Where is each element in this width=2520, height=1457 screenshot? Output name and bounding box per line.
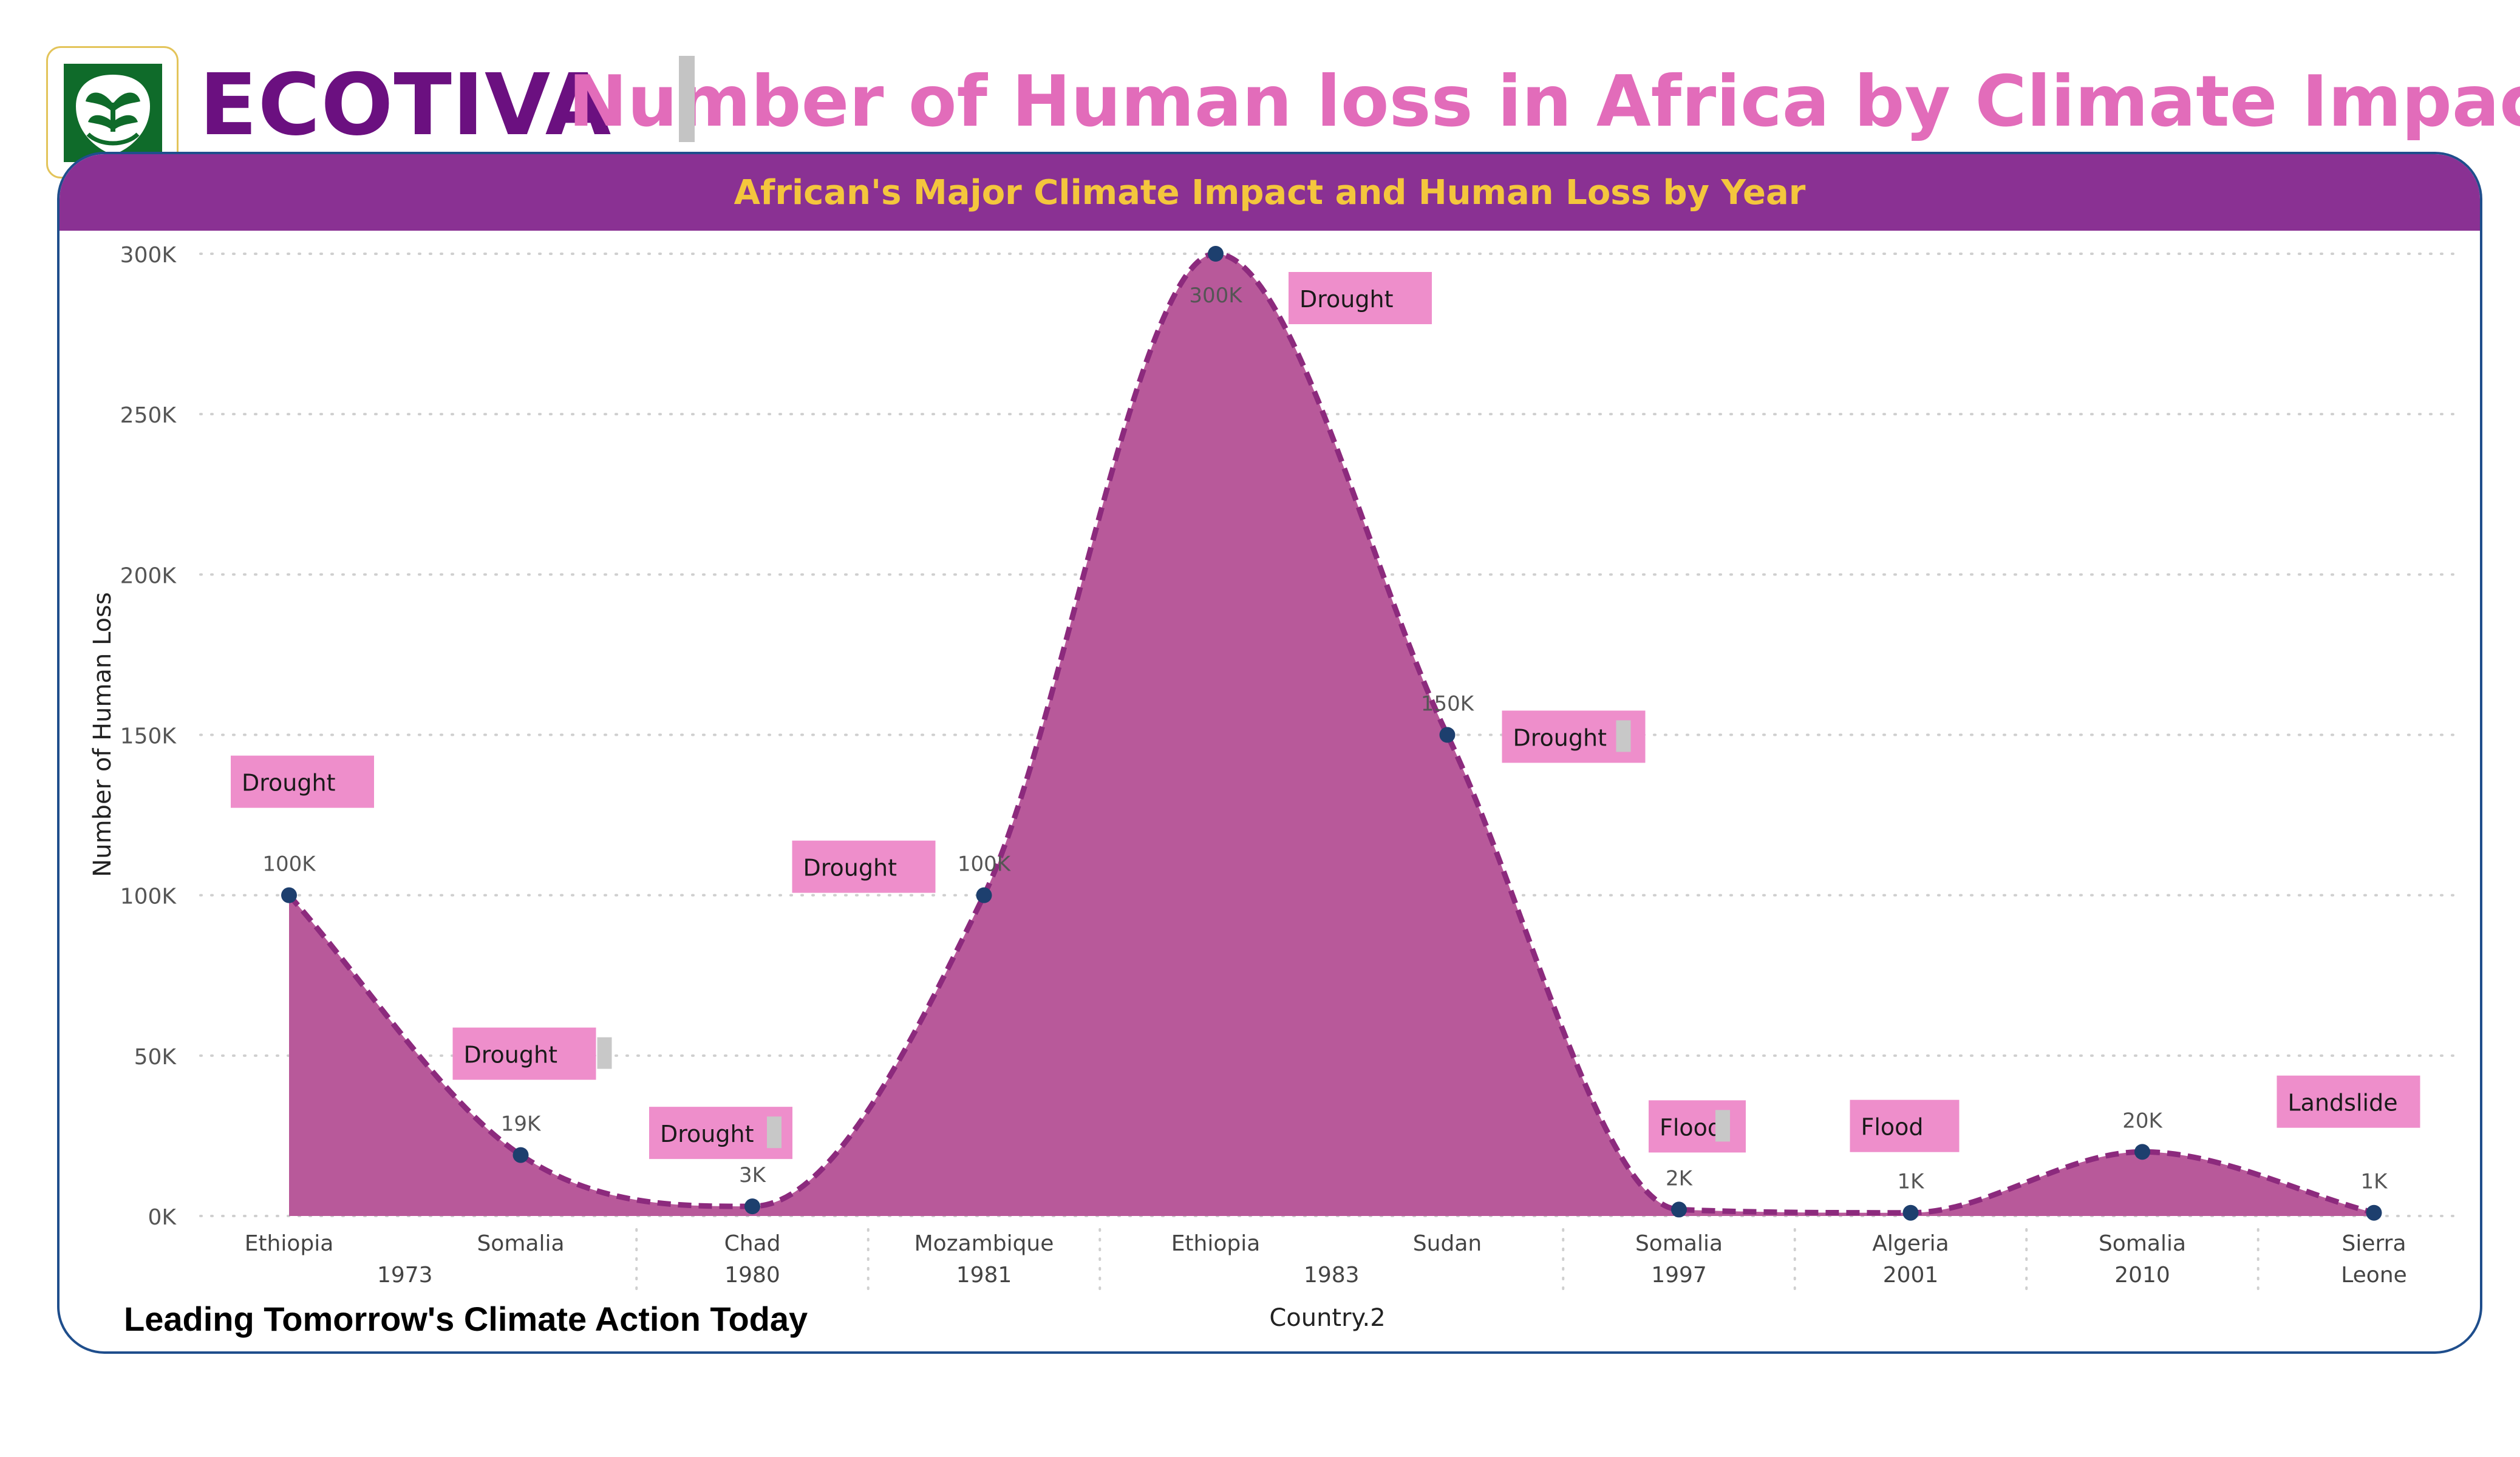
impact-callout-box [452, 1027, 596, 1080]
impact-callout-box [792, 840, 936, 893]
y-tick-label: 200K [120, 563, 177, 588]
x-tick-label: Somalia [477, 1231, 564, 1256]
y-tick-label: 300K [120, 243, 177, 268]
data-point [1208, 246, 1224, 262]
data-label: 1K [1898, 1170, 1926, 1194]
impact-callout-box [231, 755, 374, 808]
y-tick-label: 50K [134, 1045, 177, 1070]
x-tick-label: Sierra [2341, 1231, 2406, 1256]
x-tick-label: Sudan [1413, 1231, 1482, 1256]
data-point [2366, 1204, 2382, 1221]
x-tick-label: Mozambique [914, 1231, 1054, 1256]
brand-name: ECOTIVA [199, 56, 612, 155]
callout-handle [597, 1037, 612, 1069]
tagline: Leading Tomorrow's Climate Action Today [124, 1300, 808, 1338]
year-tick-label: 1997 [1651, 1263, 1707, 1288]
brand-logo [46, 46, 179, 178]
data-point [1439, 727, 1456, 743]
year-tick-label: 2010 [2114, 1263, 2170, 1288]
data-label: 300K [1189, 284, 1243, 308]
year-tick-label: 1983 [1304, 1263, 1360, 1288]
chart-subtitle: African's Major Climate Impact and Human… [734, 172, 1806, 212]
impact-callout-label: Flood [1861, 1114, 1924, 1141]
year-tick-label: 1981 [956, 1263, 1012, 1288]
y-tick-label: 0K [148, 1205, 177, 1230]
x-axis-title: Country.2 [1269, 1304, 1385, 1332]
data-label: 100K [958, 852, 1012, 877]
x-tick-label: Somalia [2099, 1231, 2186, 1256]
y-axis-title: Number of Human Loss [89, 592, 117, 877]
callout-handle [767, 1116, 782, 1149]
impact-callout-label: Drought [1299, 286, 1394, 313]
x-tick-label: Ethiopia [245, 1231, 334, 1256]
data-label: 19K [501, 1112, 542, 1136]
impact-callout-label: Drought [803, 855, 897, 881]
x-tick-label: Chad [724, 1231, 781, 1256]
data-label: 150K [1421, 692, 1475, 716]
callout-handle [1715, 1110, 1730, 1142]
y-tick-label: 250K [120, 403, 177, 428]
data-label: 1K [2361, 1170, 2389, 1194]
impact-callout-box [2277, 1075, 2420, 1128]
impact-callout-label: Drought [660, 1121, 754, 1147]
impact-callout-label: Drought [1513, 725, 1607, 752]
data-point [744, 1198, 760, 1215]
data-point [1902, 1204, 1919, 1221]
impact-callout-box [1289, 272, 1432, 324]
year-tick-label: 2001 [1883, 1263, 1939, 1288]
y-tick-label: 100K [120, 885, 177, 909]
impact-callout-label: Drought [464, 1042, 558, 1068]
data-point [281, 887, 297, 903]
area-fill [289, 254, 2374, 1216]
data-point [1671, 1201, 1687, 1218]
leaf-shield-icon [64, 64, 162, 162]
data-label: 2K [1666, 1166, 1694, 1190]
impact-callout-box [1850, 1099, 1960, 1152]
x-tick-label: Ethiopia [1171, 1231, 1261, 1256]
year-tick-label: 1973 [377, 1263, 433, 1288]
data-label: 100K [262, 852, 316, 877]
impact-callout-label: Drought [242, 770, 336, 796]
text-cursor-marker [679, 56, 695, 142]
data-label: 20K [2122, 1109, 2163, 1133]
chart-title: Number of Human loss in Africa by Climat… [568, 61, 2520, 143]
x-tick-label: Leone [2341, 1263, 2407, 1288]
chart-header: African's Major Climate Impact and Human… [60, 154, 2480, 231]
impact-callout-label: Flood [1660, 1114, 1722, 1141]
data-point [2134, 1144, 2150, 1160]
year-tick-label: 1980 [724, 1263, 780, 1288]
x-tick-label: Somalia [1635, 1231, 1723, 1256]
x-tick-label: Algeria [1872, 1231, 1949, 1256]
impact-callout-label: Landslide [2288, 1090, 2398, 1116]
callout-handle [1616, 720, 1631, 752]
data-point [976, 887, 992, 903]
y-tick-label: 150K [120, 724, 177, 749]
data-point [513, 1147, 529, 1163]
data-label: 3K [739, 1163, 767, 1187]
